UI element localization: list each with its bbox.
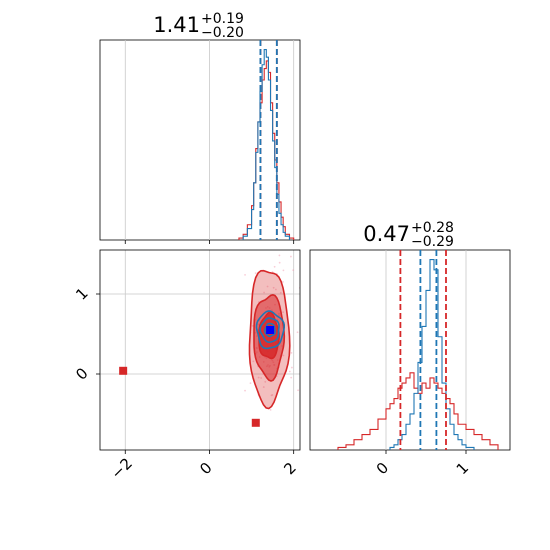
scatter-xtick-label-0: −2	[108, 454, 136, 482]
scatter-sample-point	[270, 394, 273, 397]
hist-y-grid	[385, 250, 467, 450]
scatter-red-marker-0	[119, 366, 128, 375]
scatter-sample-point	[290, 376, 293, 379]
scatter-sample-point	[282, 281, 284, 283]
scatter-plot	[119, 216, 319, 427]
scatter-panel: −2 0 2 0 1	[72, 216, 319, 483]
scatter-sample-point	[242, 231, 244, 233]
hist-y-tick-label-1: 1	[453, 459, 472, 478]
scatter-sample-point	[288, 370, 291, 373]
hist-y-frame	[309, 249, 511, 451]
scatter-sample-point	[290, 255, 292, 258]
scatter-blue-contour-2	[259, 317, 280, 344]
hist-x-title-plus: +0.19	[201, 11, 244, 27]
scatter-sample-point	[254, 272, 257, 275]
hist-x-ticks	[124, 240, 295, 244]
scatter-xtick-label-2: 2	[280, 459, 299, 478]
hist-y-title-minus: −0.29	[411, 234, 454, 250]
scatter-xtick-label-1: 0	[196, 459, 215, 478]
scatter-sample-point	[269, 408, 272, 411]
scatter-blue-contour-1	[263, 322, 277, 338]
scatter-red-marker-1	[251, 418, 260, 427]
scatter-sample-point	[263, 291, 265, 294]
scatter-grid	[100, 250, 300, 450]
scatter-sample-point	[278, 254, 281, 257]
scatter-frame	[99, 249, 301, 451]
scatter-sample-point	[260, 377, 263, 379]
scatter-sample-point	[261, 216, 263, 218]
hist-x-title-minus: −0.20	[201, 25, 244, 41]
scatter-sample-point	[296, 331, 299, 334]
scatter-sample-point	[251, 324, 254, 327]
scatter-sample-point	[264, 380, 267, 383]
scatter-sample-point	[282, 354, 285, 357]
scatter-sample-point	[297, 389, 299, 392]
scatter-sample-point	[244, 389, 246, 392]
scatter-sample-point	[272, 286, 275, 289]
scatter-sample-point	[266, 285, 269, 288]
scatter-sample-point	[282, 269, 285, 272]
scatter-sample-point	[279, 291, 282, 294]
scatter-sample-point	[317, 322, 319, 324]
scatter-ytick-label-1: 1	[72, 284, 91, 303]
hist-y-red-histogram	[337, 372, 499, 450]
hist-y-blue-histogram	[389, 258, 475, 450]
hist-y-title-plus: +0.28	[411, 220, 454, 236]
scatter-sample-point	[275, 288, 277, 291]
hist-y-tick-label-0: 0	[373, 459, 392, 478]
scatter-sample-point	[282, 311, 285, 314]
hist-x-title: 1.41	[153, 13, 200, 37]
scatter-sample-point	[244, 273, 246, 276]
hist-x-grid	[124, 40, 295, 240]
hist-y-plot	[337, 250, 499, 450]
hist-y-title-median: 0.47	[363, 222, 410, 246]
scatter-sample-point	[292, 269, 295, 271]
scatter-blue-marker-0	[266, 326, 275, 334]
scatter-sample-point	[257, 376, 260, 379]
scatter-ytick-label-0: 0	[72, 364, 91, 383]
hist-x-title-median: 1.41	[153, 13, 200, 37]
scatter-sample-point	[249, 382, 252, 385]
scatter-sample-point	[290, 366, 293, 369]
hist-x-red-histogram	[238, 60, 295, 240]
scatter-sample-point	[262, 386, 265, 388]
scatter-sample-point	[290, 352, 293, 354]
hist-y-title: 0.47	[363, 222, 410, 246]
hist-x-frame	[99, 39, 301, 241]
hist-x-panel: 1.41 +0.19 −0.20	[99, 11, 301, 244]
scatter-sample-point	[278, 261, 281, 264]
scatter-sample-point	[273, 265, 276, 268]
hist-x-blue-histogram	[242, 48, 291, 240]
hist-x-plot	[238, 40, 295, 240]
scatter-blue-contour-3	[255, 310, 285, 350]
scatter-sample-point	[252, 360, 255, 363]
